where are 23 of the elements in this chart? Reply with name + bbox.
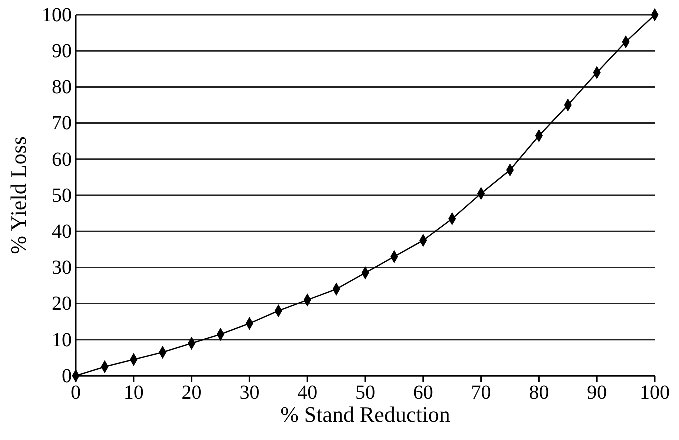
y-tick-label: 70 <box>52 112 72 135</box>
y-tick-label: 10 <box>52 329 72 352</box>
y-tick-label: 100 <box>42 4 72 26</box>
x-tick-label: 10 <box>124 382 144 404</box>
x-axis-title: % Stand Reduction <box>280 402 450 427</box>
x-tick-label: 90 <box>587 382 608 404</box>
y-tick-label: 40 <box>52 221 72 243</box>
x-tick-label: 80 <box>529 382 550 404</box>
y-tick-label: 0 <box>62 365 72 388</box>
y-tick-label: 30 <box>52 257 72 280</box>
y-tick-label: 60 <box>52 148 72 171</box>
x-tick-label: 60 <box>413 382 434 404</box>
y-tick-label: 50 <box>52 184 72 207</box>
x-tick-label: 30 <box>240 382 260 404</box>
y-tick-label: 80 <box>52 76 72 99</box>
x-tick-label: 70 <box>471 382 492 404</box>
x-tick-label: 40 <box>298 382 318 404</box>
y-tick-label: 90 <box>52 40 72 62</box>
x-tick-label: 100 <box>640 382 670 404</box>
x-tick-label: 50 <box>356 382 376 404</box>
x-tick-label: 20 <box>182 382 202 404</box>
y-tick-label: 20 <box>52 293 72 316</box>
y-axis-title: % Yield Loss <box>6 136 31 254</box>
